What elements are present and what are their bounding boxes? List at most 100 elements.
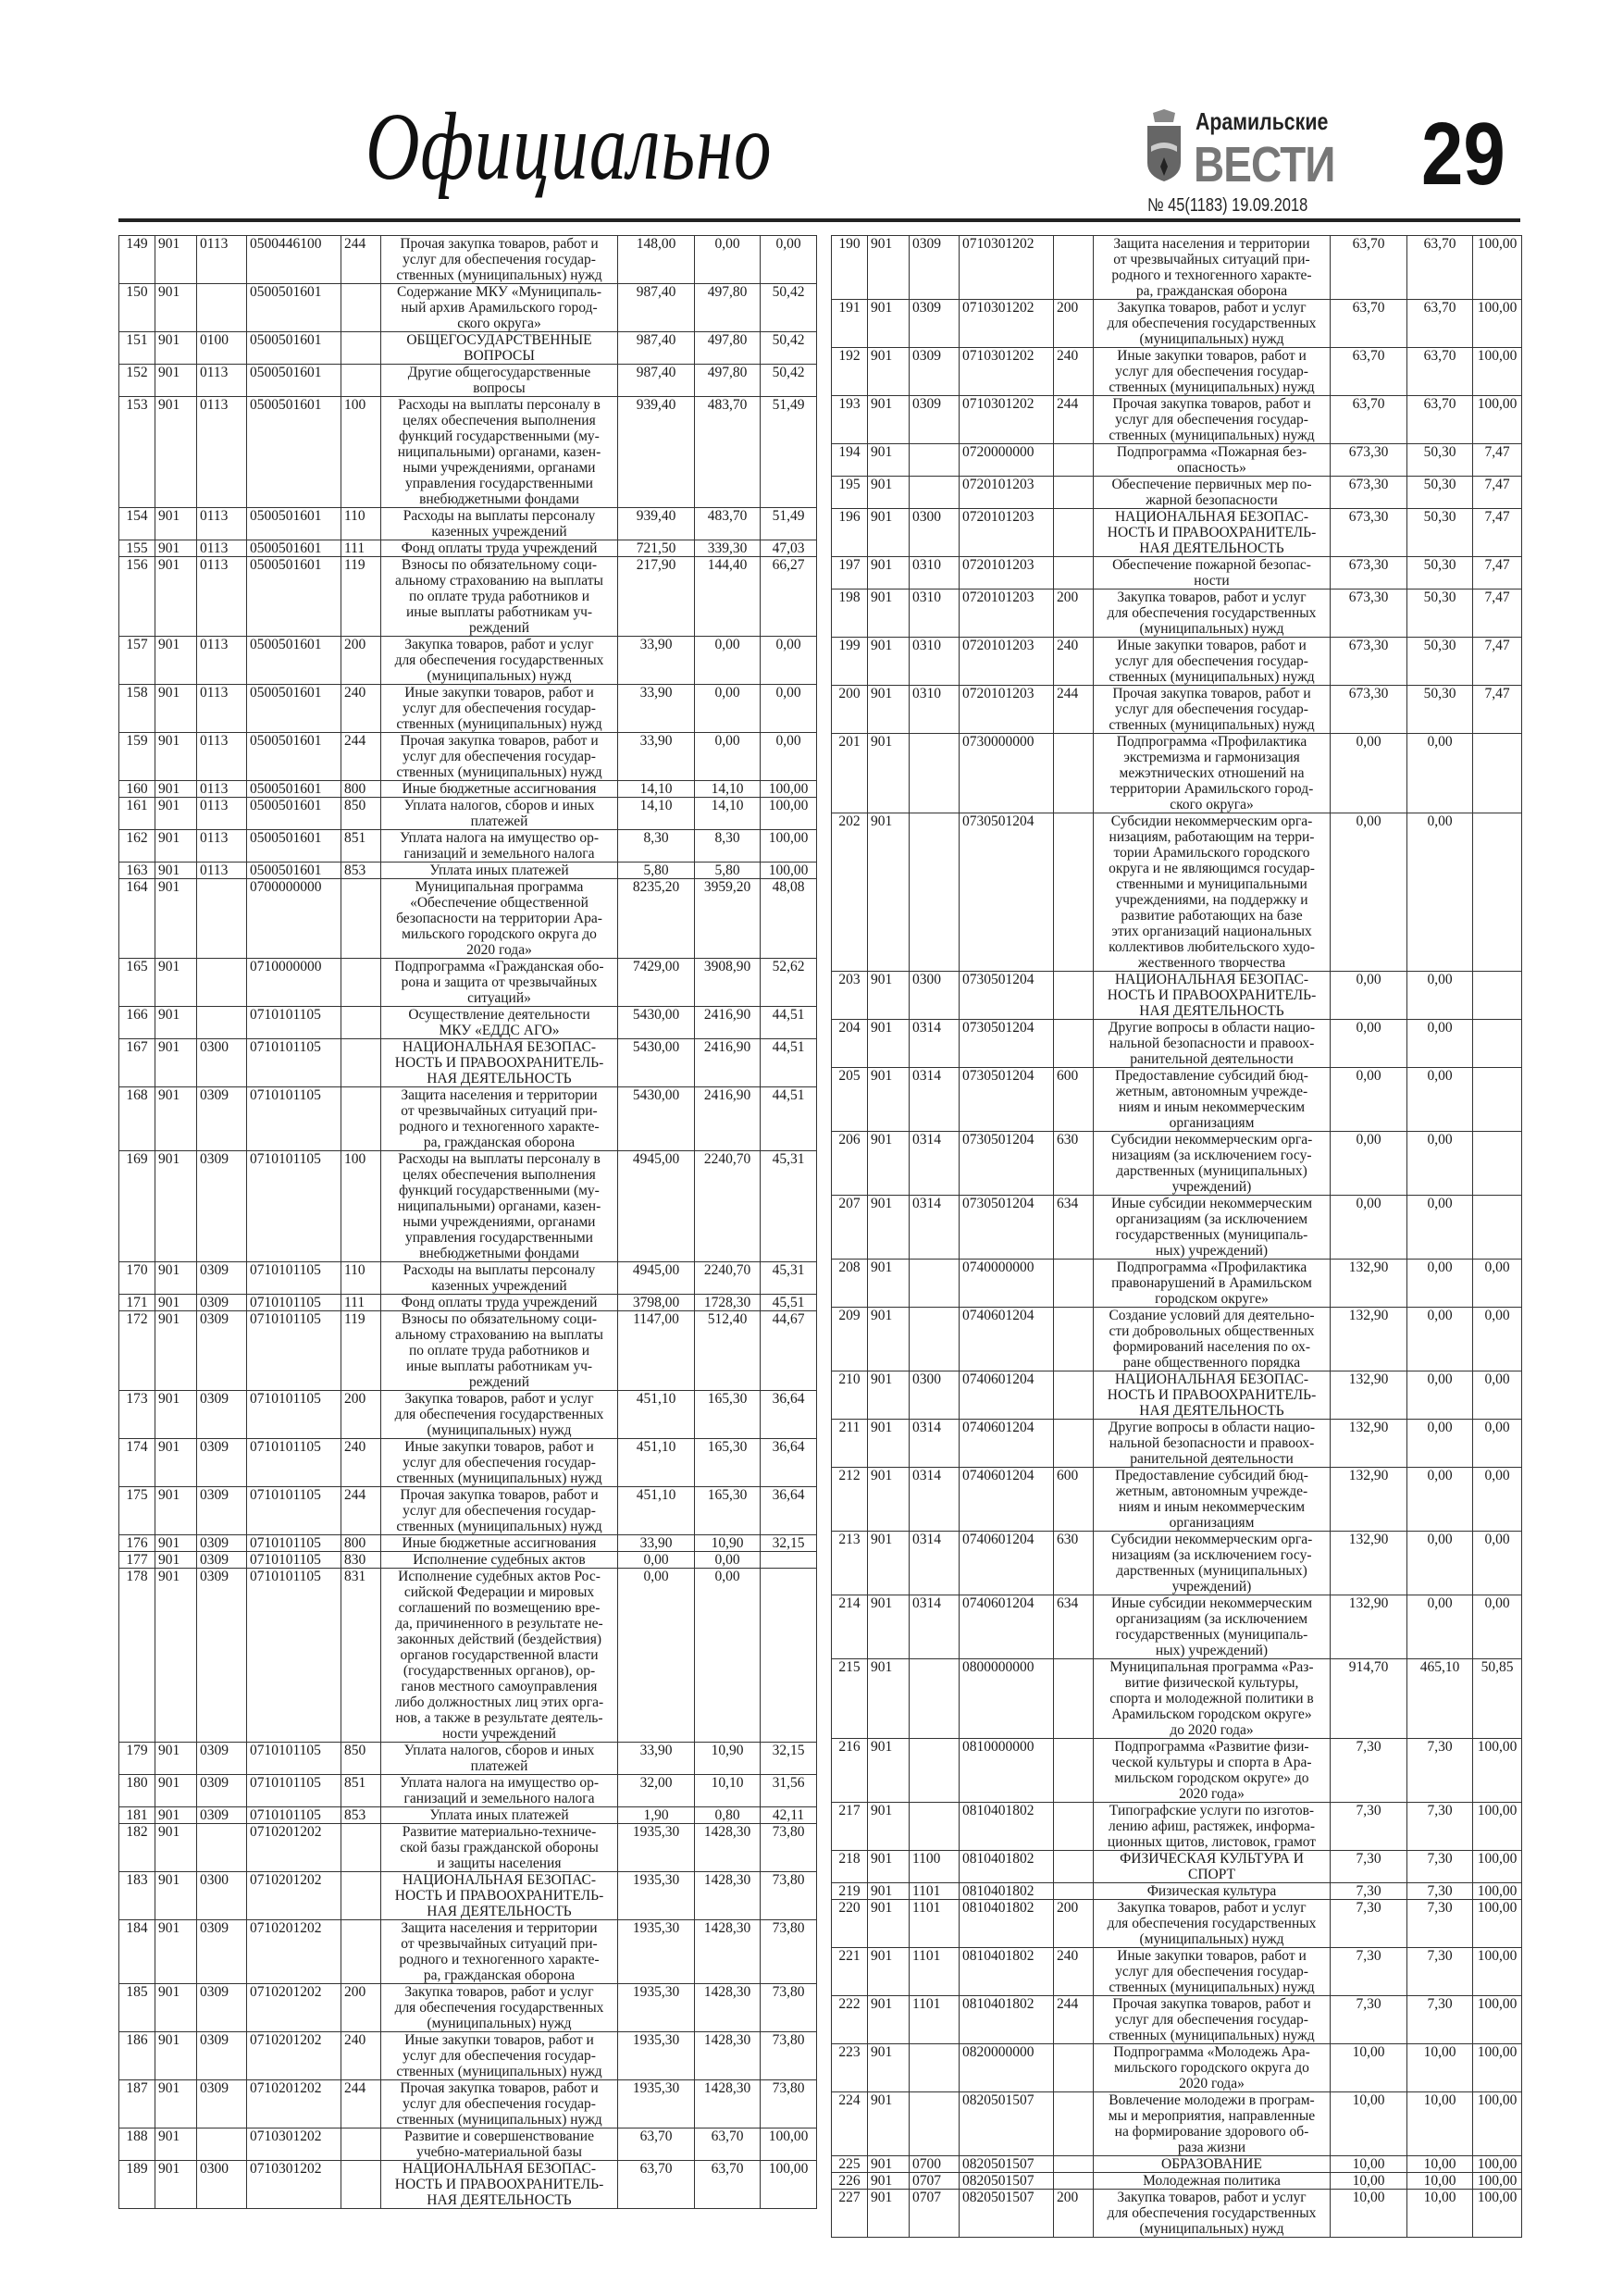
expense-type-code-cell: 119	[341, 556, 381, 637]
target-article-code-cell: 0710101105	[246, 1742, 341, 1775]
section-code-cell: 0309	[196, 1534, 247, 1552]
section-code-cell: 0113	[196, 797, 247, 830]
section-code-cell: 0300	[909, 971, 960, 1020]
row-number-cell: 209	[831, 1307, 868, 1371]
target-article-code-cell: 0500501601	[246, 540, 341, 557]
section-code-cell: 0310	[909, 589, 960, 638]
executed-amount-cell: 0,00	[1406, 1595, 1473, 1659]
executed-amount-cell: 63,70	[1406, 395, 1473, 444]
planned-amount-cell: 1935,30	[617, 1823, 695, 1872]
table-row: 198 901 0310 0720101203 200 Закупка товаров, …	[831, 589, 1522, 638]
planned-amount-cell: 1147,00	[617, 1310, 695, 1391]
planned-amount-cell: 10,00	[1330, 2155, 1407, 2173]
expense-type-code-cell: 200	[1053, 2189, 1094, 2238]
description-cell: Закупка товаров, работ и услуг для обесп…	[1093, 2189, 1331, 2238]
planned-amount-cell: 987,40	[617, 364, 695, 397]
admin-code-cell: 901	[867, 1658, 910, 1739]
table-row: 162 901 0113 0500501601 851 Уплата налога на …	[118, 829, 817, 863]
row-number-cell: 190	[831, 235, 868, 300]
table-row: 164 901 0700000000 Муниципальная программа …	[118, 878, 817, 959]
percent-executed-cell: 100,00	[1472, 1947, 1522, 1996]
section-code-cell: 0310	[909, 685, 960, 734]
target-article-code-cell: 0710201202	[246, 2031, 341, 2080]
expense-type-code-cell: 240	[341, 1438, 381, 1487]
section-code-cell: 0314	[909, 1467, 960, 1532]
section-code-cell	[909, 1802, 960, 1851]
expense-type-code-cell: 600	[1053, 1067, 1094, 1132]
section-code-cell	[196, 283, 247, 332]
row-number-cell: 220	[831, 1899, 868, 1948]
target-article-code-cell: 0810401802	[959, 1947, 1054, 1996]
table-row: 158 901 0113 0500501601 240 Иные закупки това…	[118, 684, 817, 733]
row-number-cell: 161	[118, 797, 155, 830]
executed-amount-cell: 10,00	[1406, 2043, 1473, 2092]
section-code-cell: 1101	[909, 1899, 960, 1948]
description-cell: ОБЩЕГОСУДАРСТВЕННЫЕ ВОПРОСЫ	[380, 331, 618, 365]
section-code-cell: 0700	[909, 2155, 960, 2173]
section-code-cell	[196, 2128, 247, 2161]
planned-amount-cell: 148,00	[617, 235, 695, 284]
target-article-code-cell: 0500501601	[246, 829, 341, 863]
target-article-code-cell: 0740601204	[959, 1307, 1054, 1371]
executed-amount-cell: 3908,90	[694, 958, 761, 1007]
table-row: 226 901 0707 0820501507 Молодежная политика 1…	[831, 2172, 1522, 2190]
row-number-cell: 212	[831, 1467, 868, 1532]
planned-amount-cell: 451,10	[617, 1438, 695, 1487]
planned-amount-cell: 914,70	[1330, 1658, 1407, 1739]
target-article-code-cell: 0810000000	[959, 1738, 1054, 1803]
table-row: 207 901 0314 0730501204 634 Иные субсидии нек…	[831, 1195, 1522, 1260]
section-code-cell	[196, 1006, 247, 1039]
description-cell: Муниципальная программа «Обеспечение общ…	[380, 878, 618, 959]
table-row: 202 901 0730501204 Субсидии некоммерческим …	[831, 813, 1522, 972]
description-cell: Осуществление деятельности МКУ «ЕДДС АГО…	[380, 1006, 618, 1039]
executed-amount-cell: 1428,30	[694, 2031, 761, 2080]
admin-code-cell: 901	[155, 1438, 197, 1487]
admin-code-cell: 901	[155, 1871, 197, 1920]
section-code-cell: 0707	[909, 2189, 960, 2238]
target-article-code-cell: 0730000000	[959, 733, 1054, 813]
expense-type-code-cell: 200	[1053, 299, 1094, 348]
expense-type-code-cell: 240	[1053, 347, 1094, 396]
target-article-code-cell: 0710101105	[246, 1534, 341, 1552]
planned-amount-cell: 7,30	[1330, 1850, 1407, 1883]
expense-type-code-cell: 853	[341, 1806, 381, 1824]
row-number-cell: 205	[831, 1067, 868, 1132]
expense-type-code-cell: 851	[341, 1774, 381, 1807]
executed-amount-cell: 2416,90	[694, 1086, 761, 1151]
executed-amount-cell: 63,70	[1406, 347, 1473, 396]
expense-type-code-cell: 853	[341, 862, 381, 879]
table-row: 163 901 0113 0500501601 853 Уплата иных плате…	[118, 862, 817, 879]
description-cell: Вовлечение молодежи в програм- мы и меро…	[1093, 2091, 1331, 2156]
executed-amount-cell: 50,30	[1406, 476, 1473, 509]
expense-type-code-cell: 200	[341, 636, 381, 685]
coat-of-arms-icon	[1147, 109, 1181, 181]
percent-executed-cell	[760, 1551, 817, 1569]
percent-executed-cell: 42,11	[760, 1806, 817, 1824]
percent-executed-cell: 0,00	[1472, 1371, 1522, 1420]
table-row: 196 901 0300 0720101203 НАЦИОНАЛЬНАЯ БЕЗОПАС…	[831, 508, 1522, 557]
percent-executed-cell: 100,00	[760, 797, 817, 830]
table-row: 187 901 0309 0710201202 244 Прочая закупка то…	[118, 2079, 817, 2128]
table-row: 216 901 0810000000 Подпрограмма «Развитие ф…	[831, 1738, 1522, 1803]
executed-amount-cell: 10,90	[694, 1534, 761, 1552]
planned-amount-cell: 673,30	[1330, 476, 1407, 509]
admin-code-cell: 901	[867, 1307, 910, 1371]
section-code-cell: 1100	[909, 1850, 960, 1883]
section-code-cell	[196, 1823, 247, 1872]
planned-amount-cell: 673,30	[1330, 443, 1407, 477]
admin-code-cell: 901	[867, 508, 910, 557]
description-cell: Другие общегосударственные вопросы	[380, 364, 618, 397]
planned-amount-cell: 1,90	[617, 1806, 695, 1824]
expense-type-code-cell: 200	[1053, 589, 1094, 638]
table-row: 156 901 0113 0500501601 119 Взносы по обязате…	[118, 556, 817, 637]
target-article-code-cell: 0740601204	[959, 1419, 1054, 1468]
executed-amount-cell: 50,30	[1406, 685, 1473, 734]
percent-executed-cell: 7,47	[1472, 443, 1522, 477]
table-row: 186 901 0309 0710201202 240 Иные закупки това…	[118, 2031, 817, 2080]
planned-amount-cell: 132,90	[1330, 1259, 1407, 1308]
admin-code-cell: 901	[155, 2079, 197, 2128]
executed-amount-cell: 1428,30	[694, 2079, 761, 2128]
admin-code-cell: 901	[155, 732, 197, 781]
target-article-code-cell: 0740000000	[959, 1259, 1054, 1308]
section-code-cell: 0300	[196, 2160, 247, 2209]
